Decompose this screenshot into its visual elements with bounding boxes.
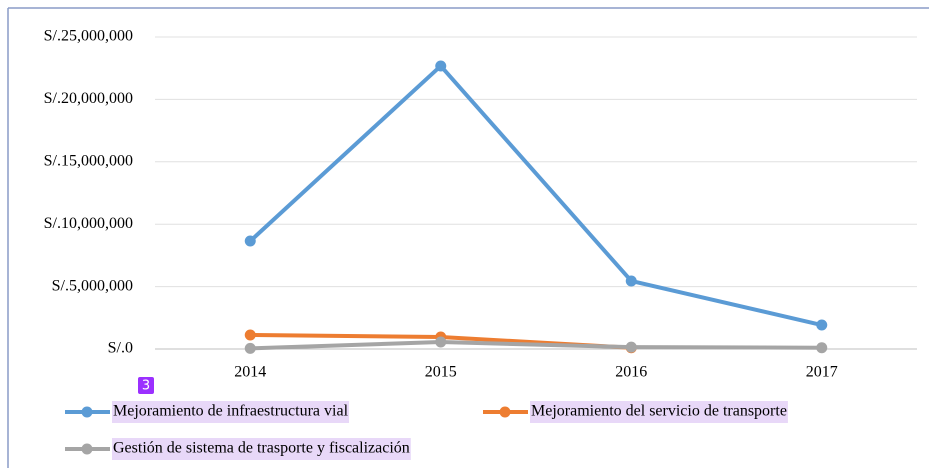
legend-highlight: [112, 438, 411, 460]
y-tick-label: S/.25,000,000: [44, 28, 133, 45]
point: [625, 275, 637, 287]
point: [244, 235, 256, 247]
legend-label: Gestión de sistema de trasporte y fiscal…: [113, 440, 410, 457]
point: [435, 60, 447, 72]
point: [816, 319, 828, 331]
badge-bg: [138, 377, 154, 394]
point: [435, 336, 447, 348]
x-tick-label: 2017: [806, 364, 838, 381]
series-line: [248, 63, 823, 327]
legend-point: [81, 406, 93, 418]
legend-label: Mejoramiento de infraestructura vial: [113, 403, 349, 420]
legend-point: [81, 443, 93, 455]
x-tick-label: 2014: [234, 364, 266, 381]
legend-label: Mejoramiento del servicio de transporte: [531, 403, 787, 420]
y-tick-label: S/.15,000,000: [44, 152, 133, 169]
legend-point: [499, 406, 511, 418]
y-tick-label: S/.20,000,000: [44, 90, 133, 107]
point: [816, 342, 828, 354]
point: [244, 342, 256, 354]
y-tick-label: S/.10,000,000: [44, 215, 133, 232]
series-line: [250, 340, 822, 351]
y-tick-label: S/.5,000,000: [52, 277, 133, 294]
point: [244, 329, 256, 341]
x-tick-label: 2016: [615, 364, 647, 381]
x-tick-label: 2015: [425, 364, 457, 381]
y-tick-label: S/.0: [108, 340, 133, 357]
badge: 3: [142, 379, 150, 394]
legend-highlight: [112, 401, 350, 423]
point: [625, 341, 637, 353]
legend-highlight: [530, 401, 788, 423]
